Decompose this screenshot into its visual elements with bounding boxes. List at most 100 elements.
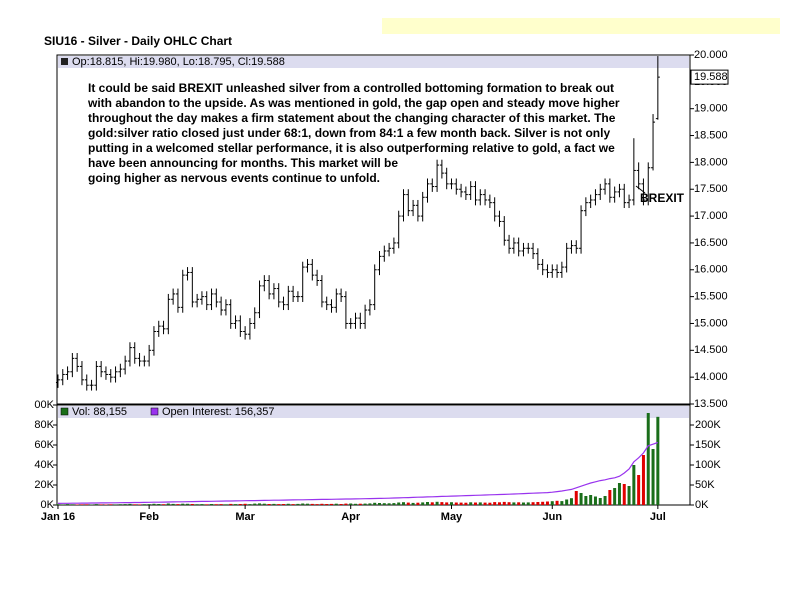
volume-bar [627,486,631,505]
y-tick-label: 19.000 [694,103,728,115]
volume-bar [315,504,319,505]
volume-bar [387,503,391,505]
oi-tick-label: 100K [695,459,721,471]
volume-tick-label: 20K [34,479,54,491]
volume-bar [114,504,118,505]
volume-bar [569,498,573,505]
volume-bar [118,504,122,505]
volume-bar [574,491,578,505]
volume-bar [497,502,501,505]
oi-tick-label: 200K [695,419,721,431]
volume-bar [502,501,506,505]
y-tick-label: 13.500 [694,398,728,410]
volume-bar [483,502,487,505]
open-interest-line [57,441,659,504]
volume-bar [531,502,535,505]
volume-bar [229,503,233,505]
y-tick-label: 14.500 [694,344,728,356]
annotation-line: gold:silver ratio closed just under 68:1… [88,126,610,140]
legend-swatch [150,407,159,416]
volume-bar [565,499,569,505]
volume-bar [94,504,98,505]
volume-bar [147,504,151,505]
volume-bar [536,502,540,505]
legend-swatch [61,58,68,65]
volume-bar [469,502,473,505]
volume-bar [454,502,458,505]
event-label: BREXIT [640,191,685,205]
y-tick-label: 16.000 [694,264,728,276]
volume-bar [306,503,310,505]
annotation-line: have been announcing for months. This ma… [88,156,398,170]
last-price-box [690,69,729,85]
x-tick-label: Jul [650,511,666,523]
volume-bar [401,502,405,505]
volume-bar [258,503,262,505]
volume-bar [488,502,492,505]
volume-bar [344,503,348,505]
volume-bar [267,504,271,505]
volume-bar [325,504,329,505]
volume-tick-label: 60K [34,439,54,451]
volume-bar [224,504,228,505]
volume-bar [598,498,602,505]
volume-bar [195,504,199,505]
volume-bar [425,502,429,505]
volume-bar [248,504,252,505]
volume-bar [138,504,142,505]
y-tick-label: 18.500 [694,129,728,141]
volume-bar [603,496,607,505]
volume-bar [162,504,166,505]
volume-bar [555,500,559,505]
y-tick-label: 14.000 [694,371,728,383]
volume-bar [277,504,281,505]
volume-bar [651,449,655,505]
volume-bar [104,504,108,505]
volume-bar [166,503,170,505]
price-panel [56,54,691,405]
oi-tick-label: 50K [695,479,715,491]
x-tick-label: Mar [235,511,255,523]
volume-bar [613,488,617,505]
x-tick-label: Apr [341,511,361,523]
y-tick-label: 20.000 [694,49,728,61]
volume-bar [521,502,525,505]
oi-tick-label: 150K [695,439,721,451]
volume-bar [282,504,286,505]
volume-legend: Vol: 88,155 [72,406,127,418]
volume-bar [632,465,636,505]
volume-bar [296,503,300,505]
volume-tick-label: 80K [34,419,54,431]
volume-bar [205,504,209,505]
volume-bar [210,504,214,505]
volume-bar [526,502,530,505]
volume-bar [128,503,132,505]
volume-bar [517,502,521,505]
volume-bar [262,503,266,505]
volume-bar [397,502,401,505]
volume-bar [541,501,545,505]
y-tick-label: 15.500 [694,291,728,303]
volume-bar [200,504,204,505]
volume-bar [512,502,516,505]
volume-bar [80,504,84,505]
volume-bar [253,503,257,505]
volume-bar [430,502,434,505]
volume-bar [377,503,381,505]
volume-bar [637,475,641,505]
volume-bar [133,504,137,505]
volume-bar [411,502,415,505]
volume-bar [70,504,74,505]
volume-bar [238,504,242,505]
volume-bar [123,504,127,505]
volume-bar [382,503,386,505]
volume-bar [99,504,103,505]
y-tick-label: 18.000 [694,156,728,168]
oi-legend: Open Interest: 156,357 [162,406,275,418]
volume-tick-label: 40K [34,459,54,471]
volume-bar [56,504,60,505]
volume-tick-label: 0K [41,499,55,511]
highlight-strip [382,18,780,34]
volume-tick-label: 00K [34,399,54,411]
volume-legend-strip [58,406,689,418]
